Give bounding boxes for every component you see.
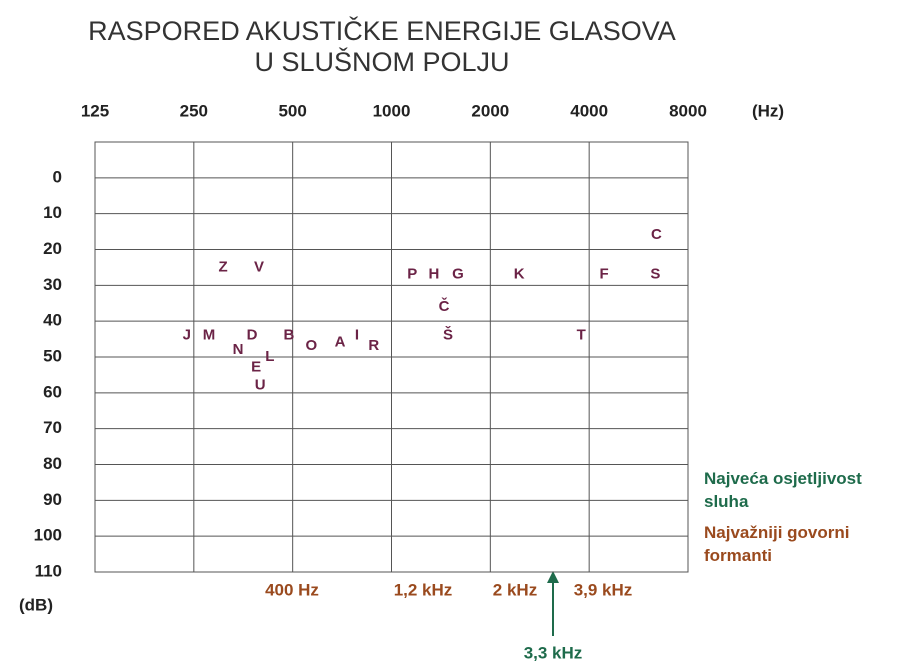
- phoneme-point: Š: [443, 325, 453, 343]
- x-tick-label: 125: [81, 101, 109, 120]
- phoneme-point: O: [306, 337, 318, 354]
- y-tick-label: 30: [43, 275, 62, 294]
- x-tick-label: 2000: [471, 101, 509, 120]
- y-tick-label: 20: [43, 239, 62, 258]
- y-tick-label: 0: [53, 167, 62, 186]
- annotation: 3,9 kHz: [574, 580, 633, 599]
- annotation: 2 kHz: [493, 580, 537, 599]
- y-tick-label: 40: [43, 311, 62, 330]
- y-tick-label: 70: [43, 418, 62, 437]
- phoneme-point: I: [355, 326, 359, 343]
- y-tick-label: 10: [43, 203, 62, 222]
- annotation: 400 Hz: [265, 580, 319, 599]
- y-tick-label: 50: [43, 346, 62, 365]
- x-tick-label: 8000: [669, 101, 707, 120]
- legend-entry: Najveća osjetljivost sluha: [704, 469, 862, 511]
- phoneme-point: M: [203, 326, 216, 343]
- phoneme-point: C: [651, 226, 662, 243]
- phoneme-point: Č: [439, 297, 450, 315]
- x-tick-label: 500: [278, 101, 306, 120]
- x-tick-label: 250: [180, 101, 208, 120]
- x-tick-label: 4000: [570, 101, 608, 120]
- phoneme-point: D: [247, 326, 258, 343]
- phoneme-point: F: [599, 266, 608, 283]
- y-tick-label: 80: [43, 454, 62, 473]
- phoneme-point: L: [265, 348, 274, 365]
- y-axis-label: (dB): [19, 595, 53, 614]
- phoneme-point: G: [452, 266, 464, 283]
- phoneme-point: S: [650, 266, 660, 283]
- phoneme-point: U: [255, 377, 266, 394]
- annotation: 3,3 kHz: [524, 643, 583, 662]
- phoneme-point: P: [407, 266, 417, 283]
- phoneme-point: E: [251, 359, 261, 376]
- legend-entry: Najvažniji govorni formanti: [704, 523, 850, 565]
- x-tick-label: 1000: [373, 101, 411, 120]
- phoneme-point: T: [577, 326, 586, 343]
- phoneme-point: A: [335, 334, 346, 351]
- chart-title: RASPORED AKUSTIČKE ENERGIJE GLASOVA: [88, 15, 676, 46]
- y-tick-label: 110: [35, 561, 62, 580]
- phoneme-point: Z: [219, 258, 228, 275]
- phoneme-point: V: [254, 258, 264, 275]
- phoneme-point: H: [429, 266, 440, 283]
- annotation: 1,2 kHz: [394, 580, 453, 599]
- phoneme-point: R: [368, 337, 379, 354]
- phoneme-point: N: [233, 341, 244, 358]
- arrow-head: [547, 571, 559, 583]
- y-tick-label: 100: [34, 526, 62, 545]
- y-tick-label: 60: [43, 382, 62, 401]
- y-tick-label: 90: [43, 490, 62, 509]
- phoneme-point: B: [283, 326, 294, 343]
- phoneme-point: J: [183, 326, 191, 343]
- x-axis-label: (Hz): [752, 101, 784, 120]
- phoneme-point: K: [514, 266, 525, 283]
- chart-title: U SLUŠNOM POLJU: [254, 46, 509, 77]
